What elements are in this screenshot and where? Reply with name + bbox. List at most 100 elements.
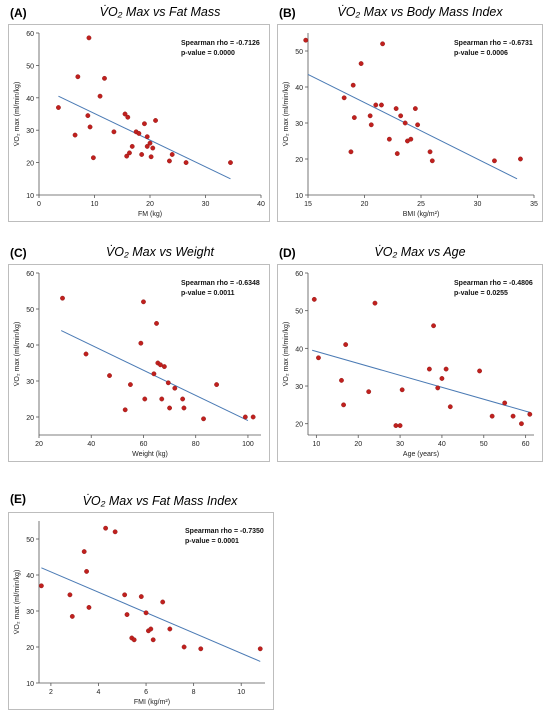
panel-d-chart: 20 30 40 50 60 10 20 30 40 50 60 Age (years) V̇O₂ ma… [282,271,534,458]
y-tick-label: 40 [295,346,303,353]
panel-a-frame: 10 20 30 40 50 60 0 10 20 30 40 FM (kg) V̇O₂ max (ml… [8,24,270,222]
y-tick-label: 10 [26,681,34,688]
x-tick-label: 10 [312,441,320,448]
data-point [408,136,414,142]
y-tick-label: 60 [26,271,34,278]
data-point [148,154,154,160]
data-point [144,144,150,149]
data-point [348,149,354,155]
data-point [86,35,92,41]
data-point [167,405,172,411]
panel-b-frame: 10 20 30 40 50 15 20 25 30 35 BMI (kg/m²) V̇O₂ max … [277,24,543,222]
x-tick-label: 8 [192,689,196,696]
p-value-text: p-value = 0.0006 [454,50,508,57]
data-point [341,402,346,408]
data-point [87,124,93,130]
data-point [107,373,112,379]
data-point [138,594,144,600]
data-point [150,637,156,643]
x-tick-label: 20 [361,201,369,208]
data-point [373,102,379,108]
x-tick-label: 20 [35,441,43,448]
y-axis-label: V̇O₂ max (ml/min/kg) [282,322,290,387]
data-point [90,155,96,161]
data-point [129,144,135,149]
trend-line [312,349,530,413]
panel-e-frame: 10 20 30 40 50 2 4 6 8 10 FMI (kg/m²) V̇O₂ max (ml/… [8,512,274,710]
data-point [136,131,142,136]
data-point [165,380,171,386]
data-point [402,120,408,126]
data-point [492,158,497,164]
y-tick-label: 30 [26,379,34,386]
data-point [183,160,189,166]
data-point [399,387,405,393]
data-point [154,321,159,326]
data-point [443,366,449,372]
y-axis-label: V̇O₂ max (ml/min/kg) [13,570,21,635]
trend-line [41,567,261,662]
data-point [242,414,248,420]
data-point [142,396,148,402]
x-axis-label: Age (years) [403,451,439,458]
y-tick-label: 60 [295,271,303,278]
data-point [351,115,357,121]
x-tick-label: 60 [522,441,530,448]
data-point [159,396,165,402]
data-point [372,300,378,306]
data-point [412,106,418,112]
x-tick-label: 6 [144,689,148,696]
data-point [250,414,256,420]
data-point [303,37,309,43]
data-point [393,106,399,112]
panel-c-title: V̇O₂ Max vs Weight [105,245,215,259]
y-tick-label: 30 [295,384,303,391]
data-point [160,599,166,605]
data-point [83,351,89,357]
data-point [489,413,495,419]
data-point [339,377,344,383]
data-point [167,158,172,164]
x-tick-label: 2 [49,689,53,696]
data-point [122,592,128,598]
panel-e-chart: 10 20 30 40 50 2 4 6 8 10 FMI (kg/m²) V̇O₂ max (ml/… [13,521,265,706]
y-tick-label: 50 [295,309,303,316]
x-tick-label: 10 [91,201,99,208]
y-tick-label: 60 [26,31,34,38]
data-point [111,129,117,135]
panel-d-letter: (D) [279,246,296,260]
panel-b-letter: (B) [279,6,296,20]
y-tick-label: 50 [295,49,303,56]
data-point [435,385,441,391]
data-point [125,114,131,120]
data-point [56,105,61,110]
y-tick-label: 40 [26,96,34,103]
data-point [85,113,91,119]
y-tick-label: 10 [26,193,34,200]
y-tick-label: 50 [26,63,34,70]
data-point [180,396,186,402]
data-point [431,323,436,329]
data-point [198,646,204,652]
data-point [397,423,403,428]
y-axis-label: V̇O₂ max (ml/min/kg) [13,322,21,387]
y-tick-label: 40 [26,573,34,580]
data-point [75,74,81,80]
panel-c-chart: 20 30 40 50 60 20 40 60 80 100 Weight (kg) V̇O₂ max… [13,271,261,458]
data-point [519,421,524,427]
data-point [142,121,147,127]
data-point [158,362,163,368]
x-axis-label: Weight (kg) [132,451,168,458]
spearman-rho-text: Spearman rho = -0.6731 [454,40,533,47]
data-point [366,389,372,395]
data-point [502,400,508,406]
y-tick-label: 50 [26,537,34,544]
panel-e-title: V̇O₂ Max vs Fat Mass Index [82,494,238,508]
panel-e-letter: (E) [10,492,26,506]
y-tick-label: 30 [295,121,303,128]
panel-c-letter: (C) [10,246,27,260]
spearman-rho-text: Spearman rho = -0.7126 [181,40,260,47]
x-tick-label: 35 [530,201,538,208]
data-point [143,610,149,616]
x-tick-label: 0 [37,201,41,208]
